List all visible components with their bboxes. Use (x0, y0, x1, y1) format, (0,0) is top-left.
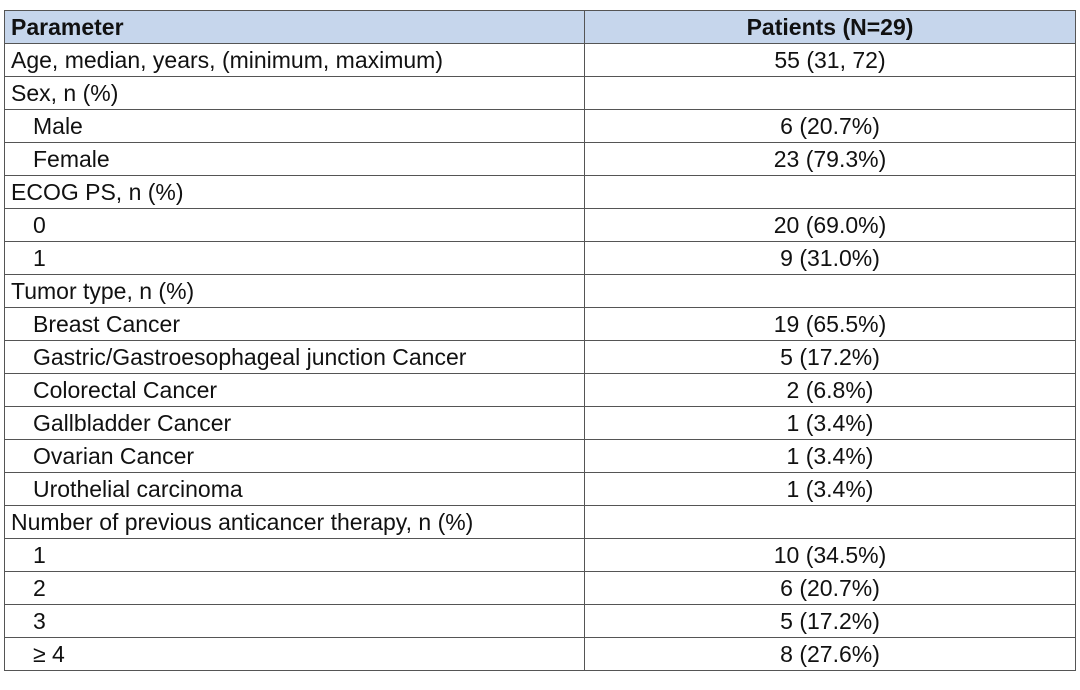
label-cell: Colorectal Cancer (4, 373, 585, 407)
value-cell: 20 (69.0%) (584, 208, 1076, 242)
label-cell: Number of previous anticancer therapy, n… (4, 505, 585, 539)
row: Ovarian Cancer 1 (3.4%) (4, 439, 1076, 473)
table-body: Age, median, years, (minimum, maximum) 55… (4, 43, 1076, 671)
row: Female 23 (79.3%) (4, 142, 1076, 176)
label-cell: 1 (4, 538, 585, 572)
value-cell: 1 (3.4%) (584, 439, 1076, 473)
label-cell: 3 (4, 604, 585, 638)
row: Tumor type, n (%) (4, 274, 1076, 308)
row: Breast Cancer 19 (65.5%) (4, 307, 1076, 341)
row: Sex, n (%) (4, 76, 1076, 110)
value-cell (584, 505, 1076, 539)
value-cell: 55 (31, 72) (584, 43, 1076, 77)
value-cell: 8 (27.6%) (584, 637, 1076, 671)
table-wrap: Parameter Patients (N=29) Age, median, y… (4, 10, 1076, 671)
row: Number of previous anticancer therapy, n… (4, 505, 1076, 539)
row: Gallbladder Cancer 1 (3.4%) (4, 406, 1076, 440)
value-cell: 19 (65.5%) (584, 307, 1076, 341)
label-cell: 0 (4, 208, 585, 242)
label-cell: ≥ 4 (4, 637, 585, 671)
label-cell: Age, median, years, (minimum, maximum) (4, 43, 585, 77)
value-cell (584, 76, 1076, 110)
row: Gastric/Gastroesophageal junction Cancer… (4, 340, 1076, 374)
value-cell: 2 (6.8%) (584, 373, 1076, 407)
value-cell: 1 (3.4%) (584, 406, 1076, 440)
table-head: Parameter Patients (N=29) (4, 10, 1076, 44)
value-cell (584, 274, 1076, 308)
label-cell: Gastric/Gastroesophageal junction Cancer (4, 340, 585, 374)
label-cell: ECOG PS, n (%) (4, 175, 585, 209)
header-cell: Parameter (4, 10, 585, 44)
value-cell: 10 (34.5%) (584, 538, 1076, 572)
row: 1 10 (34.5%) (4, 538, 1076, 572)
label-cell: Tumor type, n (%) (4, 274, 585, 308)
row: 0 20 (69.0%) (4, 208, 1076, 242)
row: Urothelial carcinoma 1 (3.4%) (4, 472, 1076, 506)
label-cell: Male (4, 109, 585, 143)
row: Colorectal Cancer 2 (6.8%) (4, 373, 1076, 407)
label-cell: Breast Cancer (4, 307, 585, 341)
value-cell: 5 (17.2%) (584, 604, 1076, 638)
row: Age, median, years, (minimum, maximum) 55… (4, 43, 1076, 77)
value-cell: 9 (31.0%) (584, 241, 1076, 275)
label-cell: Female (4, 142, 585, 176)
table: Parameter Patients (N=29) Age, median, y… (4, 10, 1076, 671)
label-cell: Urothelial carcinoma (4, 472, 585, 506)
header-cell: Patients (N=29) (584, 10, 1076, 44)
label-cell: 1 (4, 241, 585, 275)
value-cell (584, 175, 1076, 209)
value-cell: 6 (20.7%) (584, 109, 1076, 143)
label-cell: Gallbladder Cancer (4, 406, 585, 440)
row: ECOG PS, n (%) (4, 175, 1076, 209)
value-cell: 6 (20.7%) (584, 571, 1076, 605)
label-cell: Sex, n (%) (4, 76, 585, 110)
label-cell: 2 (4, 571, 585, 605)
label-cell: Ovarian Cancer (4, 439, 585, 473)
header-row: Parameter Patients (N=29) (4, 10, 1076, 44)
value-cell: 23 (79.3%) (584, 142, 1076, 176)
row: Male 6 (20.7%) (4, 109, 1076, 143)
value-cell: 1 (3.4%) (584, 472, 1076, 506)
value-cell: 5 (17.2%) (584, 340, 1076, 374)
